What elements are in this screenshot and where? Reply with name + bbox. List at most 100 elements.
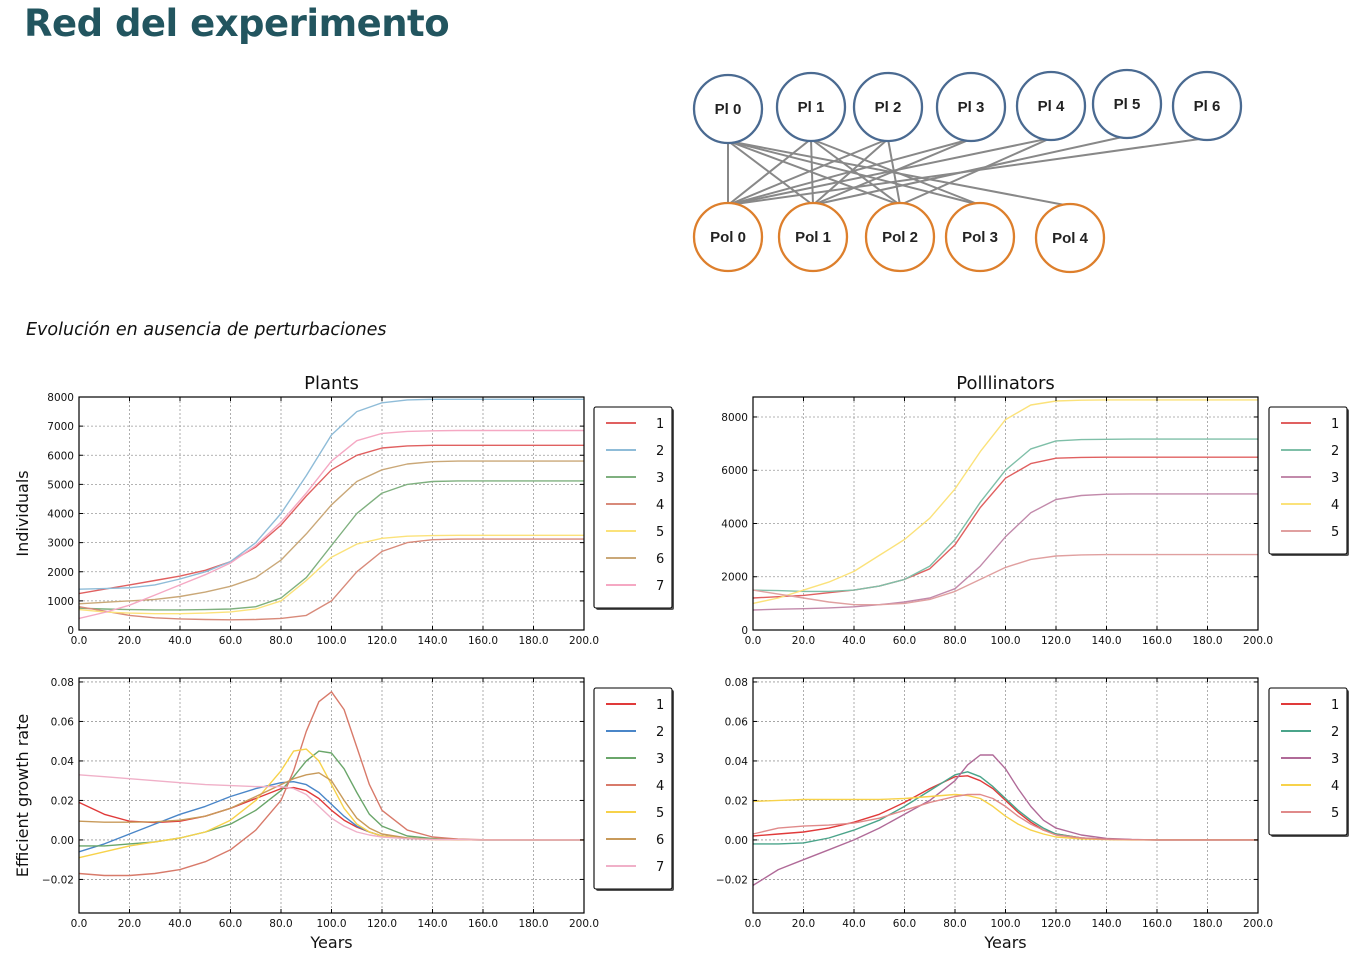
x-tick-label: 200.0	[569, 635, 599, 647]
legend-label-2: 2	[1331, 725, 1339, 740]
y-tick-label: 6000	[47, 450, 74, 462]
y-tick-label: 6000	[721, 465, 748, 477]
legend: 1 2 3 4 5 6 7	[593, 406, 674, 610]
y-tick-label: 0.06	[725, 716, 749, 728]
grid	[79, 397, 584, 630]
legend-label-4: 4	[1331, 779, 1339, 794]
y-tick-label: 0.02	[51, 795, 74, 807]
x-tick-label: 80.0	[943, 918, 966, 930]
legend: 1 2 3 4 5 6 7	[593, 687, 674, 891]
chart-title: Plants	[304, 373, 359, 394]
chart-pollinators-individuals: 0.0 20.0 40.0 60.0 80.0 100.0 120.0 140.0 160.0 1…	[721, 373, 1349, 647]
y-tick-label: 4000	[721, 518, 748, 530]
legend: 1 2 3 4 5	[1268, 406, 1349, 556]
plant-node-2-label: Pl 2	[875, 99, 902, 116]
x-tick-label: 60.0	[219, 918, 242, 930]
legend-label-3: 3	[1331, 471, 1339, 486]
series-line-5	[752, 793, 1258, 841]
series-lines	[752, 399, 1258, 611]
y-tick-label: 0.00	[51, 835, 74, 847]
x-tick-label: 40.0	[842, 635, 865, 647]
x-tick-label: 120.0	[367, 918, 397, 930]
y-tick-label: −0.02	[716, 874, 748, 886]
network-edge	[810, 138, 814, 206]
pollinator-node-2: Pol 2	[864, 201, 936, 273]
network-edge	[727, 140, 981, 206]
x-tick-label: 20.0	[792, 918, 815, 930]
network-edge	[727, 138, 889, 206]
x-tick-label: 80.0	[269, 918, 292, 930]
legend-label-4: 4	[1331, 498, 1339, 513]
x-tick-label: 100.0	[316, 918, 346, 930]
y-tick-label: 0	[741, 625, 748, 637]
y-tick-label: 3000	[47, 538, 74, 550]
x-tick-label: 0.0	[745, 635, 762, 647]
x-tick-label: 180.0	[1192, 635, 1222, 647]
legend-label-2: 2	[1331, 444, 1339, 459]
x-tick-label: 140.0	[1091, 918, 1121, 930]
x-tick-label: 140.0	[417, 918, 447, 930]
y-axis-label: Efficient growth rate	[13, 714, 32, 877]
pollinator-node-3-label: Pol 3	[962, 229, 998, 246]
y-tick-label: 2000	[721, 572, 748, 584]
plant-node-6-label: Pl 6	[1194, 98, 1221, 115]
network-edge	[810, 138, 901, 206]
y-tick-label: 2000	[47, 567, 74, 579]
chart-plants-individuals: 0.0 20.0 40.0 60.0 80.0 100.0 120.0 140.0 160.0 1…	[13, 373, 674, 647]
series-line-2	[78, 398, 584, 590]
y-tick-label: 0.06	[51, 716, 75, 728]
network-edges	[727, 135, 1208, 207]
network-edge	[727, 137, 1052, 206]
y-tick-label: 0.04	[725, 756, 749, 768]
network-diagram: Pl 0 Pl 1 Pl 2 Pl 3 Pl 4 Pl 5 Pl 6 Pol 0 Pol 1 Po…	[692, 68, 1243, 274]
x-tick-label: 100.0	[990, 918, 1020, 930]
legend-label-6: 6	[656, 833, 664, 848]
pollinator-node-0: Pol 0	[692, 201, 764, 273]
y-tick-label: 0.08	[725, 677, 748, 689]
series-line-4	[78, 691, 584, 877]
x-tick-label: 160.0	[1142, 635, 1172, 647]
x-tick-label: 40.0	[168, 918, 191, 930]
legend-label-5: 5	[1331, 525, 1339, 540]
series-line-4	[752, 399, 1258, 605]
y-tick-label: 0	[67, 625, 74, 637]
x-tick-label: 160.0	[468, 635, 498, 647]
series-lines	[78, 398, 584, 621]
legend-label-3: 3	[656, 752, 664, 767]
x-tick-label: 200.0	[569, 918, 599, 930]
series-line-1	[752, 456, 1258, 599]
y-axis: 0 2000 4000 6000 8000	[721, 412, 1258, 637]
x-tick-label: 20.0	[792, 635, 815, 647]
y-tick-label: 8000	[47, 392, 74, 404]
series-line-2	[752, 438, 1258, 593]
legend-label-7: 7	[656, 579, 664, 594]
x-tick-label: 20.0	[118, 635, 141, 647]
y-tick-label: 0.02	[725, 795, 748, 807]
x-tick-label: 60.0	[219, 635, 242, 647]
series-line-5	[752, 553, 1258, 606]
x-axis: 0.0 20.0 40.0 60.0 80.0 100.0 120.0 140.0 160.0 1…	[745, 678, 1273, 930]
plant-node-5-label: Pl 5	[1114, 96, 1141, 113]
legend-label-1: 1	[1331, 698, 1339, 713]
legend-label-1: 1	[656, 417, 664, 432]
x-tick-label: 100.0	[990, 635, 1020, 647]
legend-label-5: 5	[656, 525, 664, 540]
y-tick-label: 1000	[47, 596, 74, 608]
x-tick-label: 120.0	[1041, 918, 1071, 930]
x-tick-label: 200.0	[1243, 635, 1273, 647]
series-line-7	[78, 429, 584, 620]
series-lines	[78, 691, 584, 877]
y-axis: −0.02 0.00 0.02 0.04 0.06 0.08	[716, 677, 1258, 886]
y-tick-label: −0.02	[42, 874, 74, 886]
x-axis: 0.0 20.0 40.0 60.0 80.0 100.0 120.0 140.0 160.0 1…	[71, 678, 599, 930]
x-tick-label: 160.0	[1142, 918, 1172, 930]
x-tick-label: 180.0	[518, 635, 548, 647]
chart-title: Polllinators	[956, 373, 1055, 394]
series-line-6	[78, 460, 584, 605]
x-tick-label: 120.0	[1041, 635, 1071, 647]
legend: 1 2 3 4 5	[1268, 687, 1349, 837]
y-axis: 0 1000 2000 3000 4000 5000 6000 7000 8000	[47, 392, 584, 637]
legend-label-3: 3	[656, 471, 664, 486]
plant-node-0-label: Pl 0	[715, 101, 742, 118]
page-subtitle: Evolución en ausencia de perturbaciones	[26, 320, 387, 340]
